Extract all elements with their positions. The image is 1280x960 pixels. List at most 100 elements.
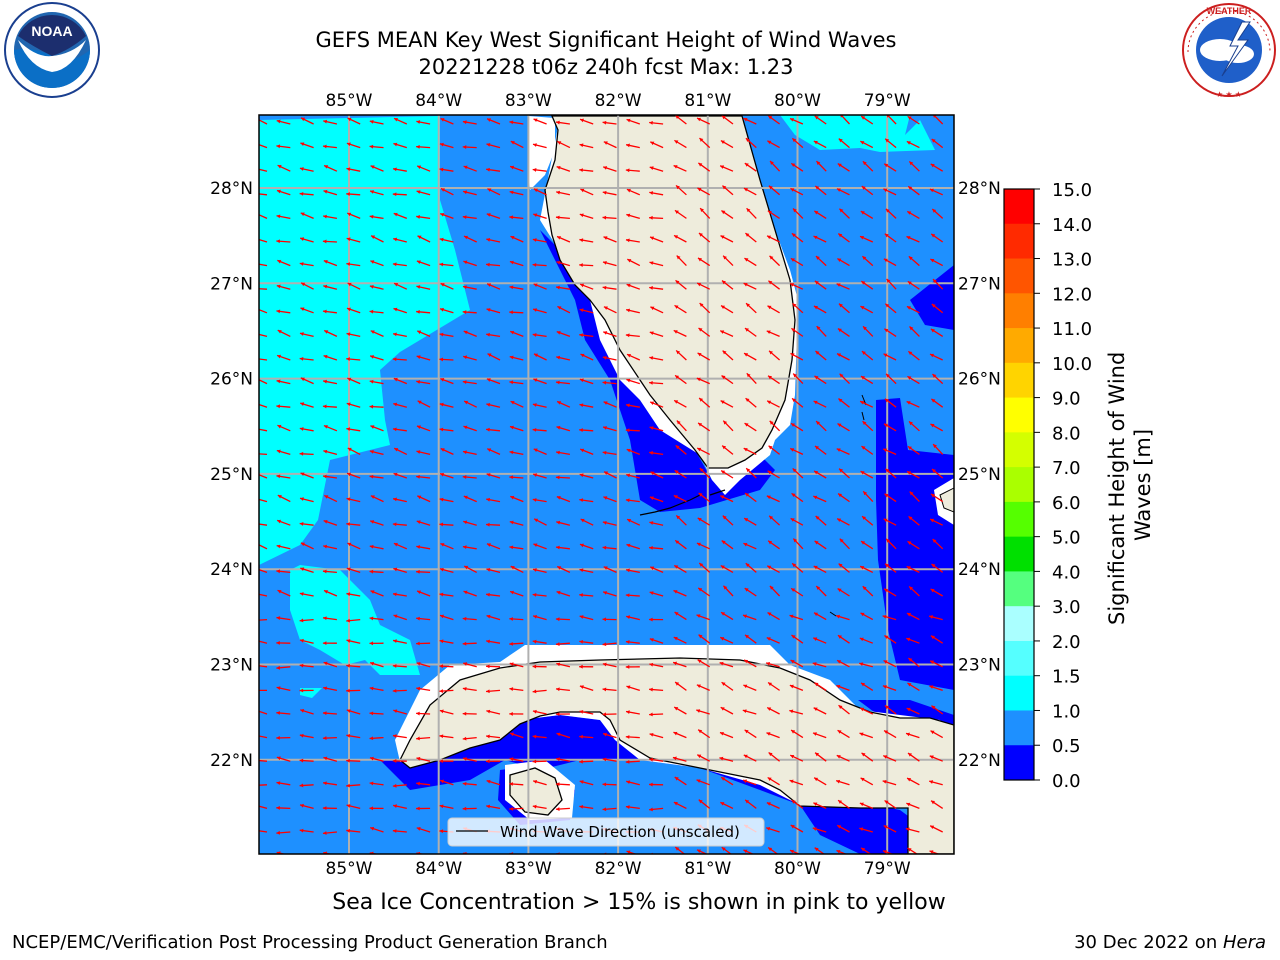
wind-wave-arrow [812,827,827,833]
wind-wave-arrow [299,803,314,810]
wind-wave-arrow [719,661,734,668]
wind-wave-arrow [346,472,361,479]
wind-wave-arrow [277,494,291,503]
wind-wave-arrow [813,802,827,809]
wind-wave-arrow [276,214,291,220]
wind-wave-arrow [346,402,361,408]
wind-wave-arrow [509,120,524,125]
wind-wave-arrow [487,188,501,196]
wind-wave-arrow [417,400,431,408]
wind-wave-arrow [861,445,874,455]
wind-wave-arrow [790,587,804,597]
wind-wave-arrow [907,185,920,196]
lon-tick-label: 80°W [774,859,821,879]
wind-wave-arrow [649,807,664,812]
colorbar-segment [1004,189,1034,225]
wind-wave-arrow [698,562,711,573]
wind-wave-arrow [625,403,640,408]
wind-wave-arrow [322,239,337,244]
wind-wave-arrow [509,380,524,385]
wind-wave-arrow [836,659,850,668]
wind-wave-arrow [439,689,454,693]
wind-wave-arrow [276,189,291,196]
wind-wave-arrow [439,142,454,149]
wind-wave-arrow [486,167,501,172]
wind-wave-arrow [625,428,640,433]
wind-wave-arrow [532,498,547,503]
wind-wave-arrow [276,641,291,645]
wind-wave-arrow [789,447,804,455]
wind-wave-arrow [744,327,757,337]
wind-wave-arrow [532,427,547,432]
wind-wave-arrow [486,213,501,220]
wind-wave-arrow [463,235,477,243]
lon-tick-label: 79°W [864,859,911,879]
wind-wave-arrow [746,372,757,385]
colorbar-tick-label: 5.0 [1052,528,1081,549]
wind-wave-arrow [859,235,874,243]
wind-wave-arrow [625,568,640,574]
wind-wave-arrow [931,208,944,219]
wind-wave-arrow [696,282,710,290]
wind-wave-arrow [603,401,617,408]
wind-wave-arrow [837,634,850,644]
wind-wave-arrow [323,119,338,125]
wind-wave-arrow [369,686,384,692]
wind-wave-arrow [439,332,454,338]
wind-wave-arrow [768,445,781,455]
wind-wave-arrow [393,472,408,479]
wind-wave-arrow [860,140,874,149]
wind-wave-arrow [790,517,804,526]
wind-wave-arrow [346,688,361,693]
wind-wave-arrow [485,664,501,669]
lon-labels-bottom: 85°W 84°W 83°W 82°W 81°W 80°W 79°W [326,859,911,879]
wind-wave-arrow [815,255,827,267]
wind-wave-arrow [882,850,894,854]
wind-wave-arrow [696,779,710,786]
wind-wave-arrow [439,357,454,362]
wind-wave-arrow [393,237,407,243]
wind-wave-arrow [276,519,291,526]
wind-wave-arrow [674,539,687,550]
wind-wave-arrow [744,799,757,809]
lon-tick-label: 83°W [505,859,552,879]
footer-machine: Hera [1222,932,1266,953]
wind-wave-arrow [837,799,850,809]
wind-wave-arrow [907,682,920,691]
wind-wave-arrow [882,685,897,692]
colorbar-segment [1004,606,1034,642]
wind-wave-arrow [579,804,594,810]
wind-wave-arrow [884,799,897,809]
wind-wave-arrow [556,425,571,432]
wind-wave-arrow [462,616,477,621]
wind-wave-arrow [883,258,897,267]
wind-wave-arrow [393,402,407,408]
wind-wave-arrow [626,518,641,526]
wind-wave-arrow [416,661,431,668]
svg-text:★ ★ ★: ★ ★ ★ [1216,90,1242,99]
wind-wave-arrow [486,854,500,858]
wind-wave-arrow [720,140,734,149]
wind-wave-arrow [696,754,710,762]
wind-wave-arrow [416,450,431,456]
wind-wave-arrow [416,309,431,314]
wind-wave-arrow [276,830,291,835]
wind-wave-arrow [439,262,454,267]
wind-wave-arrow [602,782,617,787]
wind-wave-arrow [509,757,524,762]
wind-wave-arrow [839,373,850,385]
wind-wave-arrow [673,564,687,573]
wind-wave-arrow [930,163,944,172]
wind-wave-arrow [929,825,943,833]
wind-wave-arrow [907,445,920,455]
wind-wave-arrow [768,350,781,361]
wind-wave-arrow [745,397,757,408]
wind-wave-arrow [393,567,407,574]
wind-wave-arrow [814,682,827,691]
wind-wave-arrow [510,400,524,408]
wind-wave-arrow [393,282,408,290]
wind-wave-arrow [486,427,501,432]
wind-wave-arrow [556,190,571,196]
wind-wave-arrow [259,568,268,574]
wind-wave-arrow [369,736,384,741]
